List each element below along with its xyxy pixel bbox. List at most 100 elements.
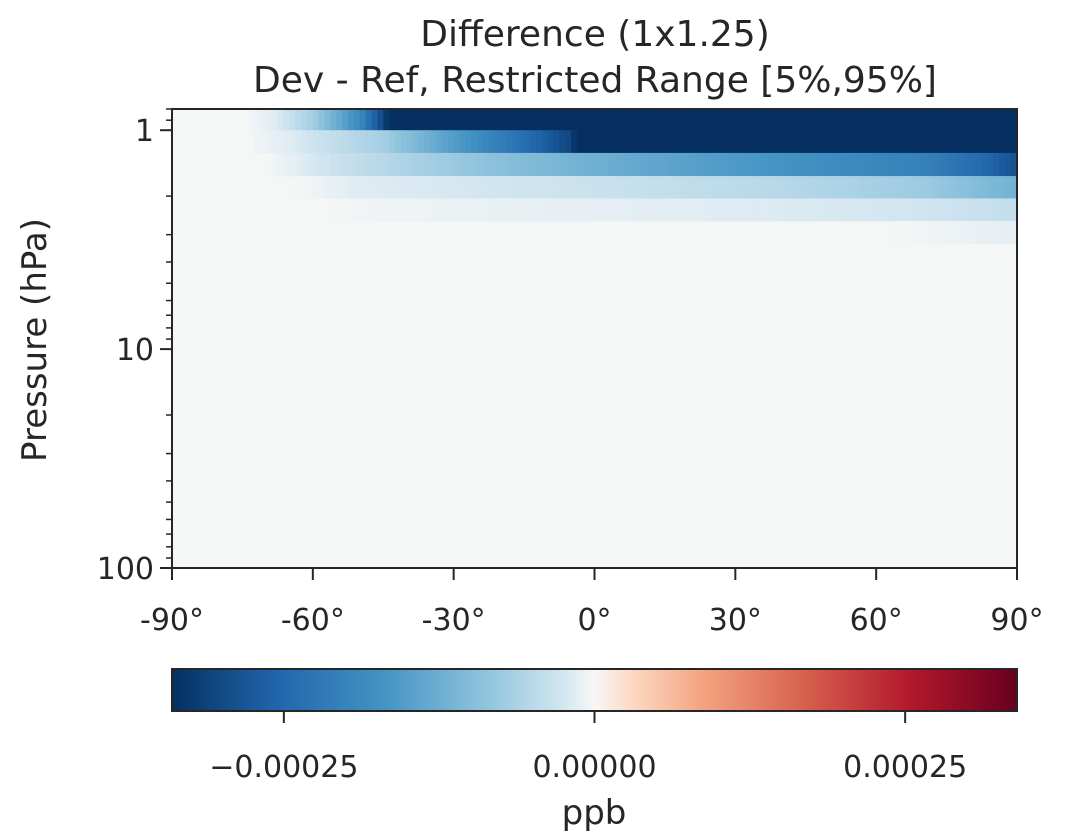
heatmap-cell <box>1005 130 1012 154</box>
heatmap-cell <box>776 176 783 199</box>
heatmap-cell <box>928 152 936 177</box>
heatmap-cell <box>999 109 1006 131</box>
heatmap-cell <box>383 176 390 199</box>
heatmap-cell <box>424 109 431 131</box>
heatmap-cell <box>758 198 766 222</box>
heatmap-cell <box>835 152 842 177</box>
heatmap-cell <box>606 176 613 199</box>
heatmap-cell <box>306 176 314 199</box>
heatmap-cell <box>928 198 936 222</box>
heatmap-cell <box>365 152 373 177</box>
heatmap-cell <box>635 176 643 199</box>
heatmap-cell <box>342 198 349 222</box>
heatmap-cell <box>318 176 326 199</box>
heatmap-cell <box>770 176 778 199</box>
heatmap-cell <box>336 130 343 154</box>
heatmap-cell <box>430 109 437 131</box>
heatmap-cell <box>600 130 607 154</box>
heatmap-cell <box>923 198 930 222</box>
heatmap-cell <box>1005 109 1012 131</box>
heatmap-cell <box>524 109 531 131</box>
heatmap-cell <box>694 152 701 177</box>
y-axis: 1 10 100 <box>97 108 172 587</box>
heatmap-cell <box>453 152 461 177</box>
x-axis: -90° -60° -30° 0° 30° 60° 90° <box>140 568 1044 638</box>
heatmap-cell <box>359 198 367 222</box>
heatmap-cell <box>964 130 971 154</box>
heatmap-cell <box>805 198 813 222</box>
heatmap-cell <box>371 198 378 222</box>
heatmap-cell <box>612 198 619 222</box>
heatmap-cell <box>353 176 361 199</box>
heatmap-cell <box>905 221 912 245</box>
heatmap-cell <box>629 198 637 222</box>
heatmap-cell <box>547 176 555 199</box>
heatmap-cell <box>993 198 1000 222</box>
heatmap-cell <box>694 176 701 199</box>
heatmap-cell <box>512 130 519 154</box>
heatmap-cell <box>993 152 1000 177</box>
heatmap-cell <box>729 176 736 199</box>
heatmap-cell <box>958 130 965 154</box>
heatmap-cell <box>565 130 572 154</box>
heatmap-cell <box>840 109 848 131</box>
heatmap-cell <box>964 152 971 177</box>
heatmap-cell <box>412 109 420 131</box>
heatmap-cell <box>629 130 637 154</box>
heatmap-cell <box>306 152 314 177</box>
heatmap-cell <box>952 130 959 154</box>
heatmap-cell <box>612 109 619 131</box>
heatmap-cell <box>400 109 408 131</box>
heatmap-cell <box>383 198 390 222</box>
heatmap-cell <box>312 130 320 154</box>
heatmap-cell <box>406 198 414 222</box>
heatmap-cell <box>518 198 525 222</box>
heatmap-cell <box>447 176 455 199</box>
heatmap-cell <box>553 130 560 154</box>
heatmap-cell <box>612 176 619 199</box>
heatmap-cell <box>659 109 666 131</box>
heatmap-cell <box>940 130 948 154</box>
y-axis-label: Pressure (hPa) <box>15 218 55 462</box>
heatmap-cell <box>705 152 713 177</box>
heatmap-cell <box>682 198 689 222</box>
heatmap-cell <box>711 109 719 131</box>
heatmap-cell <box>905 176 912 199</box>
heatmap-cell <box>441 198 449 222</box>
heatmap-cell <box>336 198 343 222</box>
heatmap-cell <box>723 130 731 154</box>
chart-title-line-1: Difference (1x1.25) <box>420 14 770 55</box>
heatmap-cell <box>852 176 860 199</box>
heatmap-cell <box>582 152 590 177</box>
heatmap-cell <box>688 130 695 154</box>
heatmap-cell <box>324 109 332 131</box>
heatmap-cell <box>711 152 719 177</box>
heatmap-cell <box>265 109 273 131</box>
heatmap-cell <box>459 109 466 131</box>
colorbar-tick-label: −0.00025 <box>209 750 358 785</box>
heatmap-cell <box>1005 176 1012 199</box>
heatmap-cell <box>301 109 308 131</box>
heatmap-cell <box>811 109 819 131</box>
heatmap-cell <box>1005 198 1012 222</box>
heatmap-cell <box>359 176 367 199</box>
heatmap-cell <box>700 130 707 154</box>
heatmap-cell <box>794 130 801 154</box>
heatmap-cell <box>529 176 537 199</box>
heatmap-cell <box>377 152 384 177</box>
heatmap-cell <box>418 152 425 177</box>
heatmap-cell <box>987 198 995 222</box>
heatmap-cell <box>576 152 584 177</box>
heatmap-cell <box>887 152 895 177</box>
heatmap-cell <box>1011 152 1018 177</box>
heatmap-cell <box>453 130 461 154</box>
heatmap-cell <box>377 176 384 199</box>
heatmap-cell <box>729 198 736 222</box>
heatmap-cell <box>758 130 766 154</box>
heatmap-cell <box>946 130 954 154</box>
heatmap-cell <box>923 152 930 177</box>
heatmap-cell <box>271 130 279 154</box>
heatmap-cell <box>899 152 907 177</box>
heatmap-cell <box>477 198 484 222</box>
heatmap-cell <box>389 152 396 177</box>
